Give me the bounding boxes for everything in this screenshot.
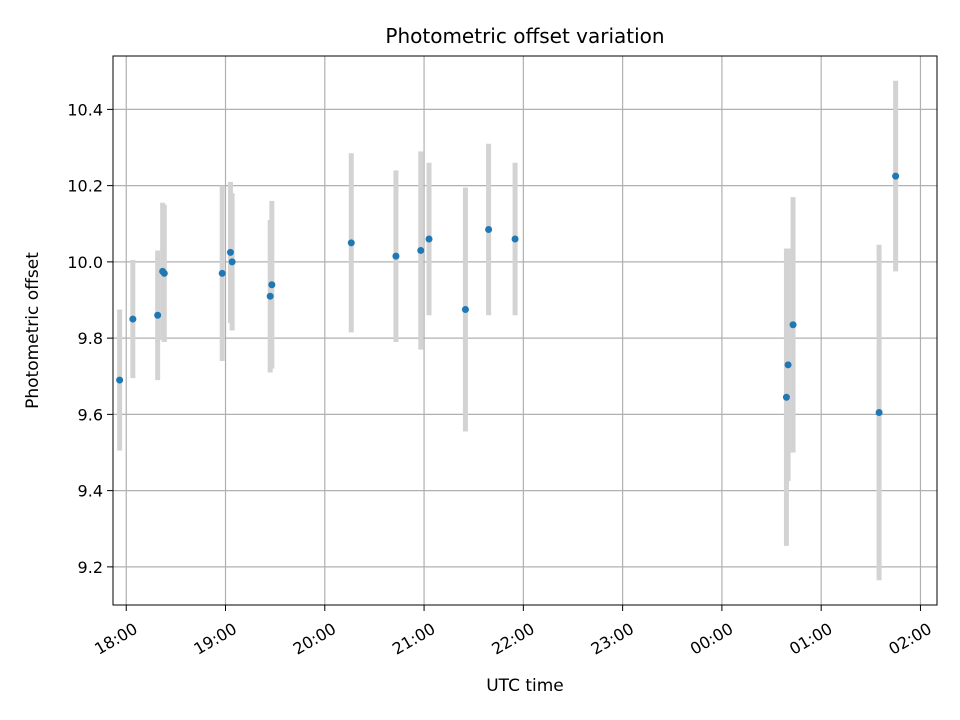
data-point	[485, 225, 493, 233]
x-tick-label: 21:00	[389, 619, 438, 659]
y-tick-label: 9.2	[78, 558, 103, 577]
data-point	[266, 292, 274, 300]
y-tick-label: 9.4	[78, 482, 103, 501]
data-point	[461, 306, 469, 314]
data-point	[789, 321, 797, 329]
plot-frame	[112, 55, 938, 606]
y-axis-label: Photometric offset	[23, 252, 43, 409]
data-point	[129, 315, 137, 323]
data-point	[347, 239, 355, 247]
grid	[113, 56, 937, 605]
data-point	[268, 281, 276, 289]
y-axis-ticks: 9.2 9.4 9.6 9.8 10.0 10.2 10.4	[67, 100, 113, 577]
data-point	[392, 252, 400, 260]
x-tick-label: 22:00	[488, 619, 537, 659]
data-point	[511, 235, 519, 243]
data-point	[892, 172, 900, 180]
y-tick-label: 10.4	[67, 100, 103, 119]
data-point	[417, 246, 425, 254]
x-tick-label: 02:00	[885, 619, 934, 659]
data-point	[228, 258, 236, 266]
errorbars	[117, 80, 899, 581]
data-point	[875, 408, 883, 416]
y-tick-label: 9.8	[78, 329, 103, 348]
chart-title: Photometric offset variation	[385, 24, 664, 48]
data-point	[116, 376, 124, 384]
x-tick-label: 19:00	[190, 619, 239, 659]
x-tick-label: 18:00	[91, 619, 140, 659]
x-axis-ticks: 18:00 19:00 20:00 21:00 22:00 23:00 00:00 01:00…	[91, 605, 935, 659]
y-tick-label: 10.0	[67, 253, 103, 272]
data-point	[160, 269, 168, 277]
y-tick-label: 10.2	[67, 177, 103, 196]
data-point	[784, 361, 792, 369]
data-point	[226, 248, 234, 256]
y-tick-label: 9.6	[78, 405, 103, 424]
data-point	[425, 235, 433, 243]
x-tick-label: 20:00	[290, 619, 339, 659]
data-points	[116, 172, 900, 416]
data-point	[218, 269, 226, 277]
x-tick-label: 00:00	[687, 619, 736, 659]
data-point	[154, 311, 162, 319]
x-tick-label: 23:00	[588, 619, 637, 659]
data-point	[782, 393, 790, 401]
x-tick-label: 01:00	[786, 619, 835, 659]
x-axis-label: UTC time	[486, 676, 564, 696]
